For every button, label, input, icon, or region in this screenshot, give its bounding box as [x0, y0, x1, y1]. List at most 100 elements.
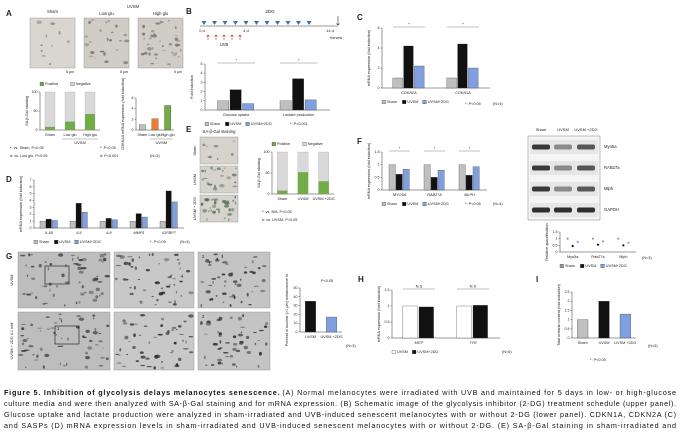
micrograph-detail: [172, 303, 177, 306]
bar: [81, 212, 88, 229]
legend-label: UVSM+2DG: [80, 240, 101, 244]
micrograph-detail: [219, 339, 222, 344]
bar-segment: [277, 151, 288, 191]
micrograph-detail: [223, 167, 225, 169]
image-label: UVSM + 2DG: [193, 197, 197, 220]
micrograph-detail: [97, 281, 103, 283]
y-tick-label: 0: [378, 188, 380, 192]
bar: [75, 203, 82, 229]
micrograph-detail: [209, 207, 212, 209]
blot-band: [532, 165, 550, 171]
micrograph-detail: [223, 204, 230, 208]
micrograph-detail: [102, 347, 104, 349]
bar: [217, 100, 229, 111]
micrograph-detail: [246, 292, 249, 297]
micrograph-detail: [162, 49, 166, 52]
micrograph-detail: [240, 326, 246, 328]
caption-text: (A) Normal melanocytes were irradiated w…: [282, 388, 676, 397]
y-tick-label: 50: [34, 109, 38, 113]
micrograph-detail: [185, 340, 187, 344]
micrograph-detail: [179, 333, 184, 336]
micrograph-detail: [93, 277, 99, 281]
dot: [571, 244, 574, 248]
micrograph-detail: [230, 152, 234, 156]
caption-line: culture media and were then analyzed wit…: [4, 399, 676, 408]
micrograph-detail: [257, 364, 260, 368]
bar-segment: [318, 151, 329, 182]
micrograph-detail: [213, 253, 218, 256]
micrograph-detail: [84, 291, 87, 294]
y-tick-label: 0.5: [565, 327, 570, 331]
y-tick-label: 2: [201, 90, 203, 94]
micrograph-detail: [237, 333, 244, 337]
y-tick-label: 0: [388, 336, 390, 340]
micrograph-detail: [253, 256, 258, 258]
bar-segment: [64, 121, 76, 131]
micrograph-detail: [33, 359, 39, 361]
micrograph-detail: [107, 20, 111, 23]
image-group-label: UVSM: [127, 4, 140, 9]
micrograph-detail: [143, 37, 146, 40]
micrograph-detail: [138, 256, 141, 259]
micrograph-detail: [251, 260, 254, 264]
micrograph-detail: [41, 285, 44, 287]
bar: [392, 77, 403, 89]
image-label: Sham: [47, 9, 58, 14]
micrograph-detail: [114, 277, 118, 281]
micrograph-detail: [88, 290, 94, 295]
micrograph-detail: [43, 285, 48, 288]
micrograph-detail: [182, 348, 189, 350]
micrograph-detail: [218, 316, 223, 320]
micrograph-detail: [175, 35, 178, 37]
micrograph-detail: [45, 316, 50, 318]
micrograph-detail: [75, 301, 78, 305]
bar: [457, 43, 468, 89]
micrograph-detail: [66, 362, 68, 367]
y-tick-label: 5: [201, 62, 203, 66]
legend-swatch: [204, 122, 209, 126]
micrograph-detail: [174, 300, 176, 304]
footnote: *: P<0.05: [465, 202, 481, 206]
bar: [165, 190, 172, 229]
micrograph-detail: [177, 325, 182, 328]
micrograph-detail: [156, 299, 159, 302]
micrograph-detail: [240, 300, 243, 304]
micrograph-detail: [22, 342, 24, 346]
micrograph-detail: [217, 347, 221, 350]
blot-band: [532, 186, 550, 192]
legend-label: Negative: [76, 82, 91, 86]
y-axis-label: CDKN2A mRNA expression (fold induction): [121, 77, 125, 150]
micrograph-detail: [139, 351, 144, 354]
legend-swatch: [33, 240, 38, 244]
micrograph-detail: [59, 362, 62, 366]
micrograph-detail: [232, 185, 238, 188]
micrograph-detail: [175, 290, 178, 294]
micrograph-detail: [233, 295, 236, 300]
micrograph-detail: [95, 344, 99, 346]
panel-label: F: [357, 137, 362, 146]
micrograph-detail: [98, 332, 102, 335]
micrograph-detail: [49, 288, 51, 292]
micrograph-detail: [122, 278, 127, 281]
micrograph-detail: [261, 265, 267, 267]
drug-marker: [212, 21, 217, 25]
sig-label: *: [469, 146, 471, 151]
micrograph-detail: [217, 276, 221, 279]
bar-segment: [84, 113, 96, 131]
drug-marker: [306, 21, 312, 25]
micrograph-detail: [235, 365, 238, 368]
micrograph-detail: [169, 276, 172, 278]
micrograph-detail: [21, 323, 26, 325]
micrograph-detail: [225, 263, 229, 265]
micrograph-detail: [176, 259, 180, 261]
legend-swatch: [422, 202, 427, 206]
micrograph-detail: [200, 202, 204, 206]
micrograph: [17, 311, 111, 371]
bar: [402, 169, 410, 191]
y-tick-label: 2: [568, 299, 570, 303]
footnote: (N=3): [346, 344, 356, 348]
micrograph-detail: [173, 283, 176, 286]
legend-swatch: [559, 264, 564, 268]
y-tick-label: 4: [201, 71, 203, 75]
micrograph-detail: [188, 314, 194, 318]
